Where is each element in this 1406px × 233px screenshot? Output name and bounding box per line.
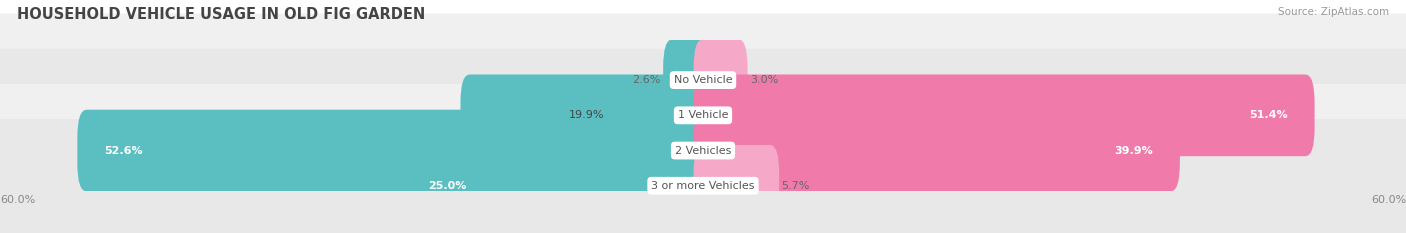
Text: 3.0%: 3.0% xyxy=(749,75,778,85)
FancyBboxPatch shape xyxy=(0,84,1406,217)
FancyBboxPatch shape xyxy=(693,145,779,227)
Text: 19.9%: 19.9% xyxy=(568,110,605,120)
Text: 25.0%: 25.0% xyxy=(427,181,465,191)
Text: 39.9%: 39.9% xyxy=(1114,146,1153,156)
FancyBboxPatch shape xyxy=(461,75,713,156)
FancyBboxPatch shape xyxy=(693,39,748,121)
Text: 60.0%: 60.0% xyxy=(1371,195,1406,205)
FancyBboxPatch shape xyxy=(0,49,1406,182)
FancyBboxPatch shape xyxy=(693,110,1180,192)
Text: 1 Vehicle: 1 Vehicle xyxy=(678,110,728,120)
FancyBboxPatch shape xyxy=(0,119,1406,233)
Text: 60.0%: 60.0% xyxy=(0,195,35,205)
Text: No Vehicle: No Vehicle xyxy=(673,75,733,85)
Text: 5.7%: 5.7% xyxy=(782,181,810,191)
FancyBboxPatch shape xyxy=(0,14,1406,147)
FancyBboxPatch shape xyxy=(693,75,1315,156)
Text: HOUSEHOLD VEHICLE USAGE IN OLD FIG GARDEN: HOUSEHOLD VEHICLE USAGE IN OLD FIG GARDE… xyxy=(17,7,425,22)
Text: 52.6%: 52.6% xyxy=(104,146,143,156)
Text: 51.4%: 51.4% xyxy=(1249,110,1288,120)
FancyBboxPatch shape xyxy=(77,110,713,192)
Text: 3 or more Vehicles: 3 or more Vehicles xyxy=(651,181,755,191)
FancyBboxPatch shape xyxy=(664,39,713,121)
Text: 2 Vehicles: 2 Vehicles xyxy=(675,146,731,156)
FancyBboxPatch shape xyxy=(401,145,713,227)
Text: 2.6%: 2.6% xyxy=(633,75,661,85)
Text: Source: ZipAtlas.com: Source: ZipAtlas.com xyxy=(1278,7,1389,17)
